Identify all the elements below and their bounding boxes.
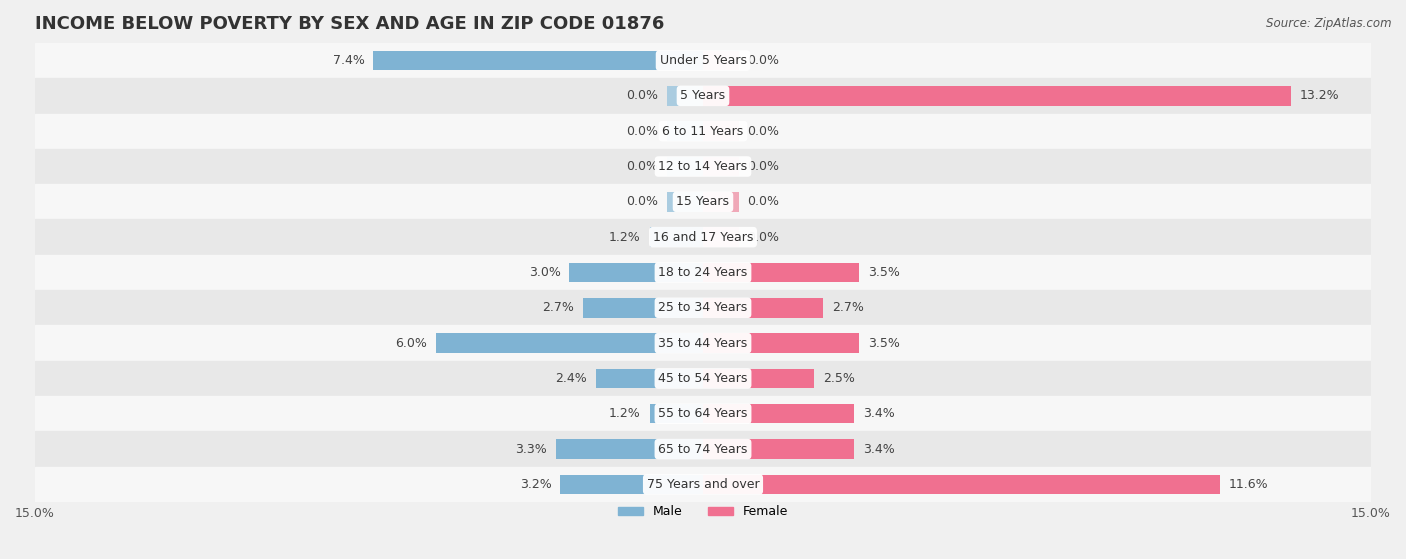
Text: 11.6%: 11.6% [1229, 478, 1268, 491]
Text: 6.0%: 6.0% [395, 337, 427, 349]
Text: 3.5%: 3.5% [868, 337, 900, 349]
Bar [35, 255, 1371, 290]
Text: 3.3%: 3.3% [516, 443, 547, 456]
Bar [650, 228, 703, 247]
Bar [668, 121, 703, 141]
Bar [703, 439, 855, 459]
Text: 15 Years: 15 Years [676, 195, 730, 209]
Text: 0.0%: 0.0% [748, 125, 779, 138]
Bar [668, 192, 703, 211]
Bar [35, 149, 1371, 184]
Bar [35, 113, 1371, 149]
Bar [35, 290, 1371, 325]
Text: 3.5%: 3.5% [868, 266, 900, 279]
Bar [703, 228, 738, 247]
Text: 2.7%: 2.7% [832, 301, 865, 314]
Text: 0.0%: 0.0% [748, 160, 779, 173]
Bar [703, 475, 1219, 494]
Bar [703, 298, 824, 318]
Text: 0.0%: 0.0% [748, 195, 779, 209]
Bar [703, 333, 859, 353]
Bar [35, 325, 1371, 361]
Bar [35, 467, 1371, 502]
Text: 3.0%: 3.0% [529, 266, 561, 279]
Bar [35, 361, 1371, 396]
Text: 0.0%: 0.0% [627, 160, 658, 173]
Text: 3.4%: 3.4% [863, 408, 896, 420]
Text: 35 to 44 Years: 35 to 44 Years [658, 337, 748, 349]
Text: 0.0%: 0.0% [627, 89, 658, 102]
Text: 2.7%: 2.7% [541, 301, 574, 314]
Bar [650, 404, 703, 424]
Text: 3.4%: 3.4% [863, 443, 896, 456]
Bar [35, 43, 1371, 78]
Text: 12 to 14 Years: 12 to 14 Years [658, 160, 748, 173]
Bar [668, 157, 703, 176]
Bar [35, 220, 1371, 255]
Bar [703, 157, 738, 176]
Bar [436, 333, 703, 353]
Text: 55 to 64 Years: 55 to 64 Years [658, 408, 748, 420]
Bar [703, 404, 855, 424]
Bar [703, 192, 738, 211]
Bar [703, 86, 1291, 106]
Text: 7.4%: 7.4% [333, 54, 364, 67]
Bar [582, 298, 703, 318]
Text: 3.2%: 3.2% [520, 478, 551, 491]
Bar [35, 396, 1371, 432]
Text: 2.4%: 2.4% [555, 372, 588, 385]
Bar [703, 51, 738, 70]
Text: 0.0%: 0.0% [748, 231, 779, 244]
Text: Source: ZipAtlas.com: Source: ZipAtlas.com [1267, 17, 1392, 30]
Text: 5 Years: 5 Years [681, 89, 725, 102]
Text: 0.0%: 0.0% [627, 125, 658, 138]
Bar [569, 263, 703, 282]
Text: 13.2%: 13.2% [1299, 89, 1340, 102]
Text: 18 to 24 Years: 18 to 24 Years [658, 266, 748, 279]
Text: 75 Years and over: 75 Years and over [647, 478, 759, 491]
Text: 1.2%: 1.2% [609, 231, 641, 244]
Text: 45 to 54 Years: 45 to 54 Years [658, 372, 748, 385]
Bar [703, 369, 814, 388]
Bar [374, 51, 703, 70]
Text: 16 and 17 Years: 16 and 17 Years [652, 231, 754, 244]
Text: 2.5%: 2.5% [824, 372, 855, 385]
Text: 65 to 74 Years: 65 to 74 Years [658, 443, 748, 456]
Text: 1.2%: 1.2% [609, 408, 641, 420]
Bar [668, 86, 703, 106]
Bar [561, 475, 703, 494]
Bar [35, 78, 1371, 113]
Bar [596, 369, 703, 388]
Bar [703, 121, 738, 141]
Text: 0.0%: 0.0% [748, 54, 779, 67]
Bar [35, 184, 1371, 220]
Text: 25 to 34 Years: 25 to 34 Years [658, 301, 748, 314]
Text: INCOME BELOW POVERTY BY SEX AND AGE IN ZIP CODE 01876: INCOME BELOW POVERTY BY SEX AND AGE IN Z… [35, 15, 664, 33]
Text: 6 to 11 Years: 6 to 11 Years [662, 125, 744, 138]
Legend: Male, Female: Male, Female [613, 500, 793, 523]
Bar [703, 263, 859, 282]
Bar [555, 439, 703, 459]
Text: 0.0%: 0.0% [627, 195, 658, 209]
Text: Under 5 Years: Under 5 Years [659, 54, 747, 67]
Bar [35, 432, 1371, 467]
